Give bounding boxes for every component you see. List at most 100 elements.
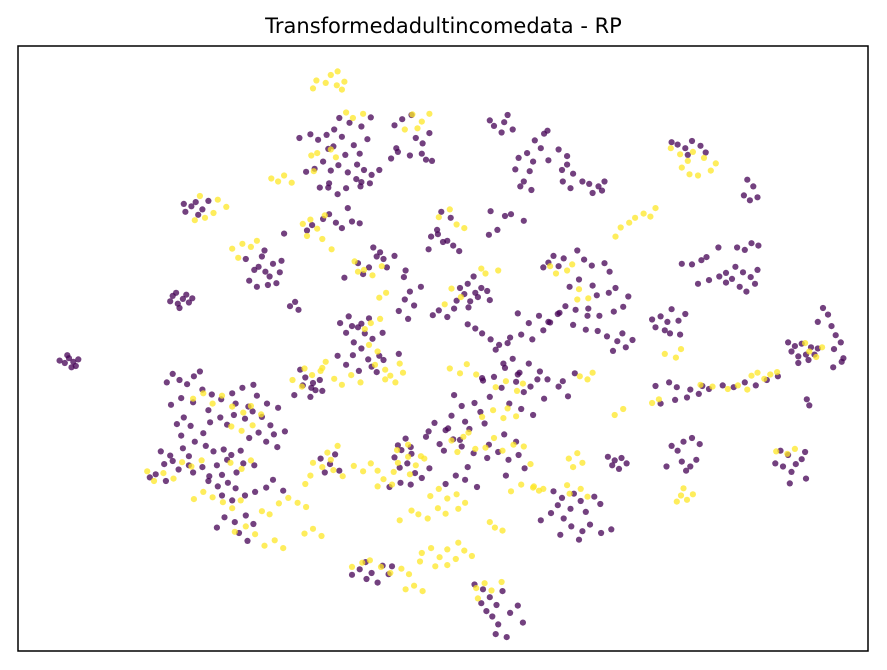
scatter-point-class-0 (618, 454, 625, 462)
scatter-point-class-0 (486, 393, 493, 400)
scatter-point-class-0 (493, 601, 500, 609)
scatter-point-class-0 (537, 517, 544, 524)
scatter-point-class-1 (247, 402, 254, 410)
scatter-point-class-1 (369, 272, 376, 279)
scatter-point-class-0 (606, 268, 613, 275)
scatter-point-class-0 (597, 500, 604, 508)
scatter-point-class-1 (324, 449, 331, 456)
scatter-point-class-1 (418, 118, 425, 125)
scatter-point-class-0 (806, 402, 813, 409)
scatter-point-class-1 (683, 496, 691, 503)
scatter-point-class-0 (722, 269, 730, 276)
scatter-point-class-0 (490, 373, 498, 380)
scatter-point-class-1 (409, 111, 416, 118)
scatter-point-class-1 (424, 515, 431, 522)
scatter-point-class-0 (429, 312, 436, 319)
scatter-point-class-1 (210, 209, 217, 217)
scatter-point-class-0 (610, 308, 617, 315)
scatter-point-class-0 (572, 306, 579, 313)
scatter-point-class-1 (308, 152, 315, 159)
scatter-point-class-0 (693, 456, 700, 463)
scatter-point-class-1 (457, 294, 464, 301)
scatter-point-class-0 (575, 276, 583, 283)
scatter-point-class-0 (683, 467, 690, 474)
scatter-point-class-1 (655, 396, 663, 403)
scatter-point-class-0 (251, 462, 258, 469)
scatter-point-class-0 (564, 153, 571, 160)
scatter-point-class-1 (302, 480, 309, 488)
scatter-point-class-1 (405, 453, 412, 460)
scatter-point-class-0 (451, 392, 458, 399)
scatter-point-class-0 (828, 323, 835, 330)
scatter-point-class-1 (414, 125, 421, 132)
scatter-point-class-0 (609, 347, 617, 354)
scatter-point-class-0 (464, 280, 471, 287)
scatter-point-class-1 (309, 85, 317, 92)
scatter-point-class-1 (387, 372, 394, 379)
scatter-point-class-0 (520, 389, 527, 396)
scatter-point-class-0 (588, 262, 595, 269)
scatter-point-class-0 (485, 231, 492, 238)
scatter-point-class-1 (310, 168, 317, 175)
scatter-point-class-0 (652, 324, 659, 331)
scatter-point-class-0 (547, 509, 555, 517)
scatter-point-class-1 (712, 160, 719, 167)
scatter-point-class-1 (564, 267, 571, 274)
scatter-point-class-1 (434, 505, 441, 512)
scatter-point-class-1 (190, 395, 197, 402)
scatter-point-class-1 (341, 78, 348, 85)
scatter-point-class-0 (206, 473, 213, 480)
scatter-point-class-0 (399, 116, 406, 123)
scatter-point-class-0 (440, 447, 447, 454)
scatter-point-class-0 (554, 310, 561, 318)
scatter-point-class-0 (585, 305, 592, 312)
scatter-point-class-0 (594, 327, 601, 335)
scatter-point-class-0 (652, 382, 659, 390)
scatter-point-class-0 (205, 197, 212, 204)
scatter-point-class-0 (540, 327, 547, 334)
scatter-point-class-0 (734, 244, 741, 251)
scatter-point-class-0 (356, 220, 363, 227)
scatter-point-class-0 (280, 487, 287, 494)
scatter-point-class-0 (604, 453, 612, 460)
scatter-point-class-0 (422, 433, 430, 440)
scatter-point-class-1 (575, 286, 583, 293)
scatter-point-class-0 (418, 474, 425, 482)
scatter-point-class-0 (688, 261, 696, 268)
scatter-point-class-0 (451, 305, 458, 312)
plot-points (56, 68, 847, 641)
scatter-point-class-1 (219, 499, 226, 506)
scatter-point-class-0 (444, 313, 451, 321)
scatter-point-class-1 (667, 145, 674, 152)
scatter-point-class-1 (376, 294, 383, 301)
scatter-point-class-0 (495, 621, 502, 628)
scatter-point-class-0 (474, 294, 481, 301)
scatter-point-class-0 (791, 343, 799, 350)
scatter-point-class-1 (661, 350, 668, 357)
scatter-point-class-0 (363, 575, 370, 583)
scatter-point-class-1 (640, 210, 647, 217)
scatter-point-class-1 (436, 554, 443, 561)
scatter-point-class-1 (478, 265, 485, 272)
scatter-point-class-0 (261, 247, 268, 254)
scatter-point-class-0 (534, 376, 541, 383)
scatter-point-class-0 (462, 418, 469, 425)
scatter-point-class-1 (351, 258, 358, 265)
scatter-point-class-0 (402, 435, 409, 442)
chart-title: Transformedadultincomedata - RP (264, 14, 622, 38)
scatter-point-class-0 (312, 387, 319, 394)
scatter-point-class-0 (273, 280, 280, 287)
scatter-point-class-0 (619, 330, 626, 337)
scatter-point-class-0 (555, 146, 562, 153)
scatter-point-class-0 (456, 284, 464, 292)
scatter-point-class-1 (418, 549, 425, 557)
scatter-point-class-0 (332, 451, 339, 458)
scatter-point-class-1 (218, 392, 226, 399)
scatter-point-class-0 (239, 384, 246, 391)
scatter-point-class-1 (314, 225, 321, 232)
scatter-point-class-0 (309, 379, 317, 387)
scatter-point-class-0 (601, 178, 608, 185)
scatter-point-class-1 (229, 245, 236, 252)
scatter-point-class-0 (326, 180, 333, 187)
scatter-point-class-0 (487, 336, 494, 343)
